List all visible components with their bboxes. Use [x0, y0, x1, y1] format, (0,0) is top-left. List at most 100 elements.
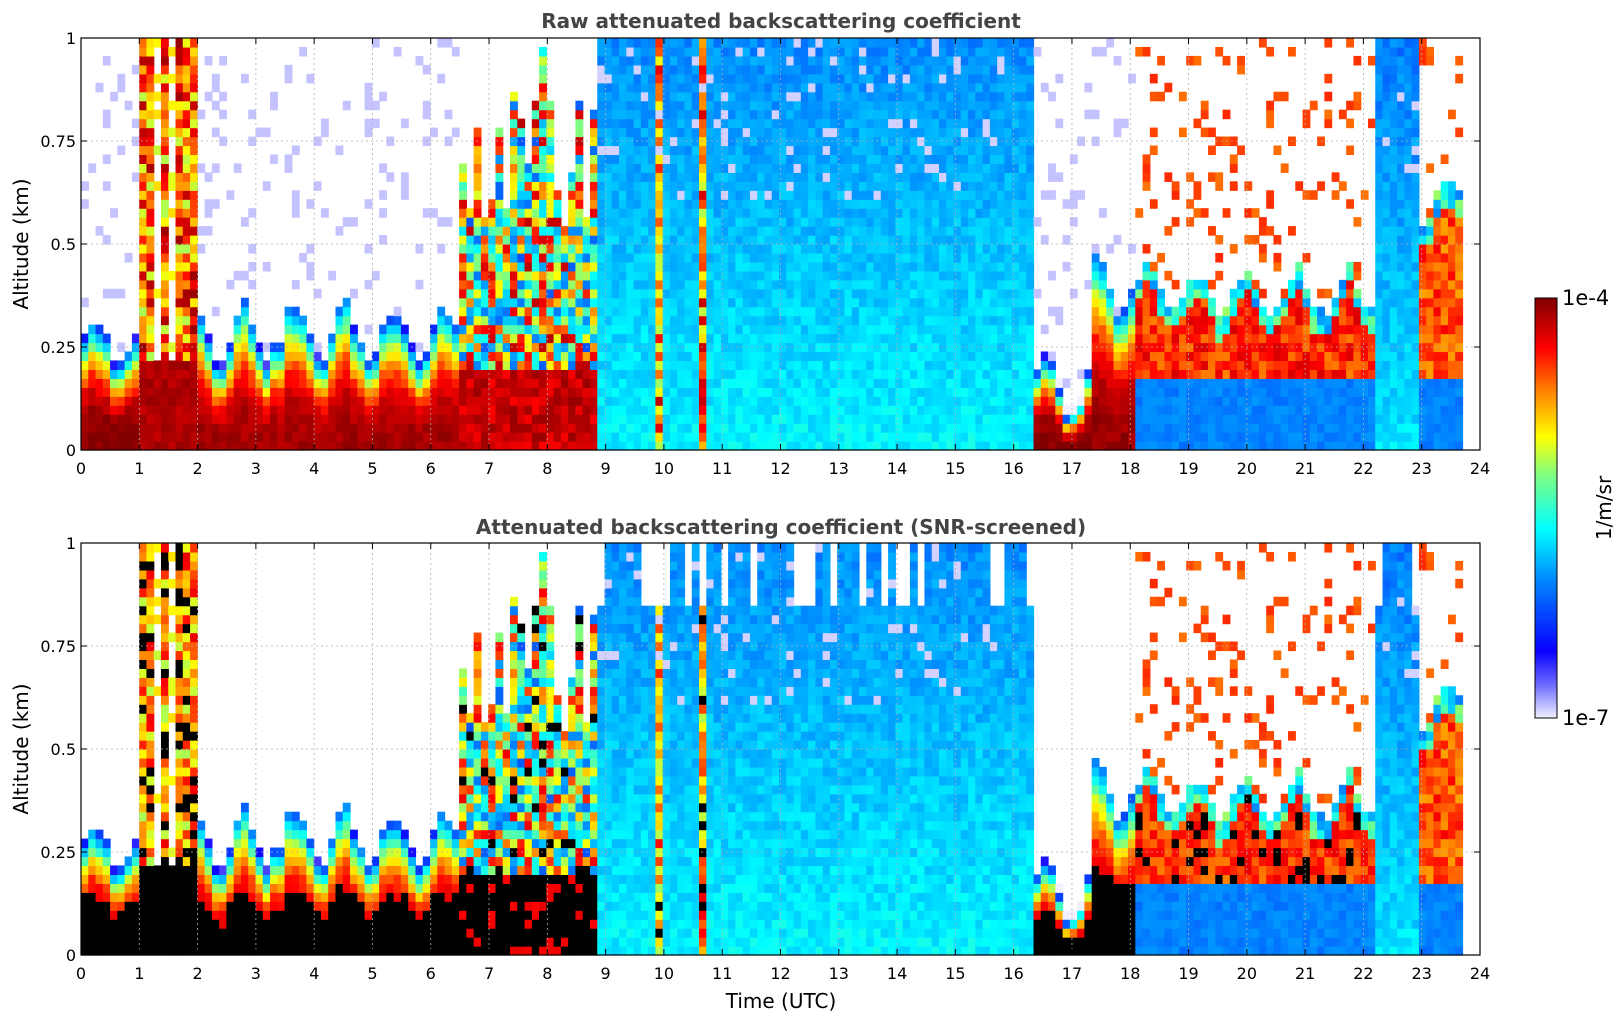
- heatmap-cell: [728, 199, 736, 209]
- heatmap-cell: [786, 369, 795, 379]
- heatmap-cell: [1208, 405, 1216, 415]
- heatmap-cell: [648, 73, 657, 84]
- heatmap-cell: [931, 163, 940, 173]
- heatmap-cell: [553, 333, 562, 344]
- heatmap-cell: [669, 38, 678, 48]
- heatmap-cell: [706, 226, 715, 236]
- heatmap-cell: [459, 441, 467, 451]
- heatmap-cell: [488, 405, 497, 415]
- heatmap-cell: [262, 396, 271, 406]
- heatmap-cell: [1200, 351, 1209, 362]
- heatmap-cell: [982, 127, 991, 138]
- heatmap-cell: [306, 270, 315, 281]
- heatmap-cell: [626, 190, 635, 200]
- heatmap-cell: [1098, 405, 1107, 415]
- heatmap-cell: [742, 405, 751, 415]
- heatmap-cell: [902, 288, 911, 299]
- heatmap-cell: [1011, 127, 1020, 138]
- heatmap-cell: [284, 324, 293, 335]
- heatmap-cell: [640, 244, 649, 254]
- heatmap-cell: [386, 423, 395, 433]
- heatmap-cell: [262, 387, 271, 397]
- heatmap-cell: [669, 109, 678, 120]
- heatmap-cell: [1026, 208, 1035, 218]
- heatmap-cell: [691, 378, 700, 388]
- heatmap-cell: [415, 405, 424, 415]
- heatmap-cell: [1004, 82, 1013, 93]
- heatmap-cell: [1011, 100, 1020, 111]
- heatmap-cell: [335, 369, 344, 379]
- heatmap-cell: [1011, 244, 1020, 254]
- heatmap-cell: [655, 405, 664, 415]
- heatmap-cell: [793, 261, 802, 272]
- heatmap-cell: [720, 235, 729, 245]
- heatmap-cell: [117, 73, 126, 84]
- heatmap-cell: [779, 387, 787, 397]
- heatmap-cell: [691, 261, 700, 272]
- heatmap-cell: [575, 378, 584, 388]
- heatmap-cell: [677, 360, 686, 370]
- heatmap-cell: [291, 315, 300, 326]
- heatmap-cell: [357, 360, 366, 370]
- heatmap-cell: [800, 73, 809, 84]
- heatmap-cell: [1004, 423, 1013, 433]
- heatmap-cell: [589, 235, 598, 245]
- heatmap-cell: [735, 100, 744, 111]
- heatmap-cell: [931, 145, 940, 156]
- heatmap-cell: [299, 441, 307, 451]
- heatmap-cell: [982, 190, 991, 200]
- heatmap-cell: [611, 73, 620, 84]
- heatmap-cell: [553, 432, 562, 442]
- heatmap-cell: [190, 208, 198, 218]
- heatmap-cell: [771, 423, 780, 433]
- heatmap-cell: [859, 199, 867, 209]
- heatmap-cell: [975, 378, 984, 388]
- heatmap-cell: [851, 333, 860, 344]
- heatmap-cell: [989, 46, 998, 57]
- heatmap-cell: [582, 217, 591, 227]
- heatmap-cell: [568, 360, 577, 370]
- heatmap-cell: [240, 396, 249, 406]
- heatmap-cell: [611, 261, 620, 272]
- heatmap-cell: [102, 441, 111, 451]
- heatmap-cell: [699, 82, 707, 93]
- heatmap-cell: [997, 333, 1006, 344]
- heatmap-cell: [117, 360, 126, 370]
- heatmap-cell: [975, 279, 984, 290]
- heatmap-cell: [626, 378, 635, 388]
- heatmap-cell: [190, 190, 198, 200]
- heatmap-cell: [495, 387, 504, 397]
- heatmap-cell: [793, 208, 802, 218]
- heatmap-cell: [859, 270, 867, 281]
- heatmap-cell: [1091, 405, 1100, 415]
- heatmap-cell: [749, 315, 758, 326]
- heatmap-cell: [895, 306, 904, 317]
- heatmap-cell: [1040, 414, 1049, 424]
- heatmap-cell: [895, 73, 904, 84]
- heatmap-cell: [720, 432, 729, 442]
- heatmap-cell: [909, 64, 918, 75]
- heatmap-cell: [190, 261, 198, 272]
- heatmap-cell: [364, 127, 373, 138]
- heatmap-cell: [888, 199, 896, 209]
- heatmap-cell: [553, 235, 562, 245]
- heatmap-cell: [102, 118, 111, 129]
- heatmap-cell: [815, 432, 824, 442]
- heatmap-cell: [379, 163, 387, 173]
- heatmap-cell: [713, 306, 722, 317]
- heatmap-cell: [197, 405, 206, 415]
- heatmap-cell: [1128, 351, 1136, 362]
- heatmap-cell: [473, 226, 482, 236]
- heatmap-cell: [1149, 91, 1158, 102]
- heatmap-cell: [379, 342, 387, 353]
- heatmap-cell: [655, 208, 664, 218]
- heatmap-cell: [706, 261, 715, 272]
- heatmap-cell: [938, 252, 947, 263]
- heatmap-cell: [713, 235, 722, 245]
- heatmap-cell: [924, 82, 933, 93]
- heatmap-cell: [1229, 244, 1238, 254]
- heatmap-cell: [706, 288, 715, 299]
- heatmap-cell: [822, 387, 831, 397]
- heatmap-cell: [386, 351, 395, 362]
- heatmap-cell: [1113, 378, 1122, 388]
